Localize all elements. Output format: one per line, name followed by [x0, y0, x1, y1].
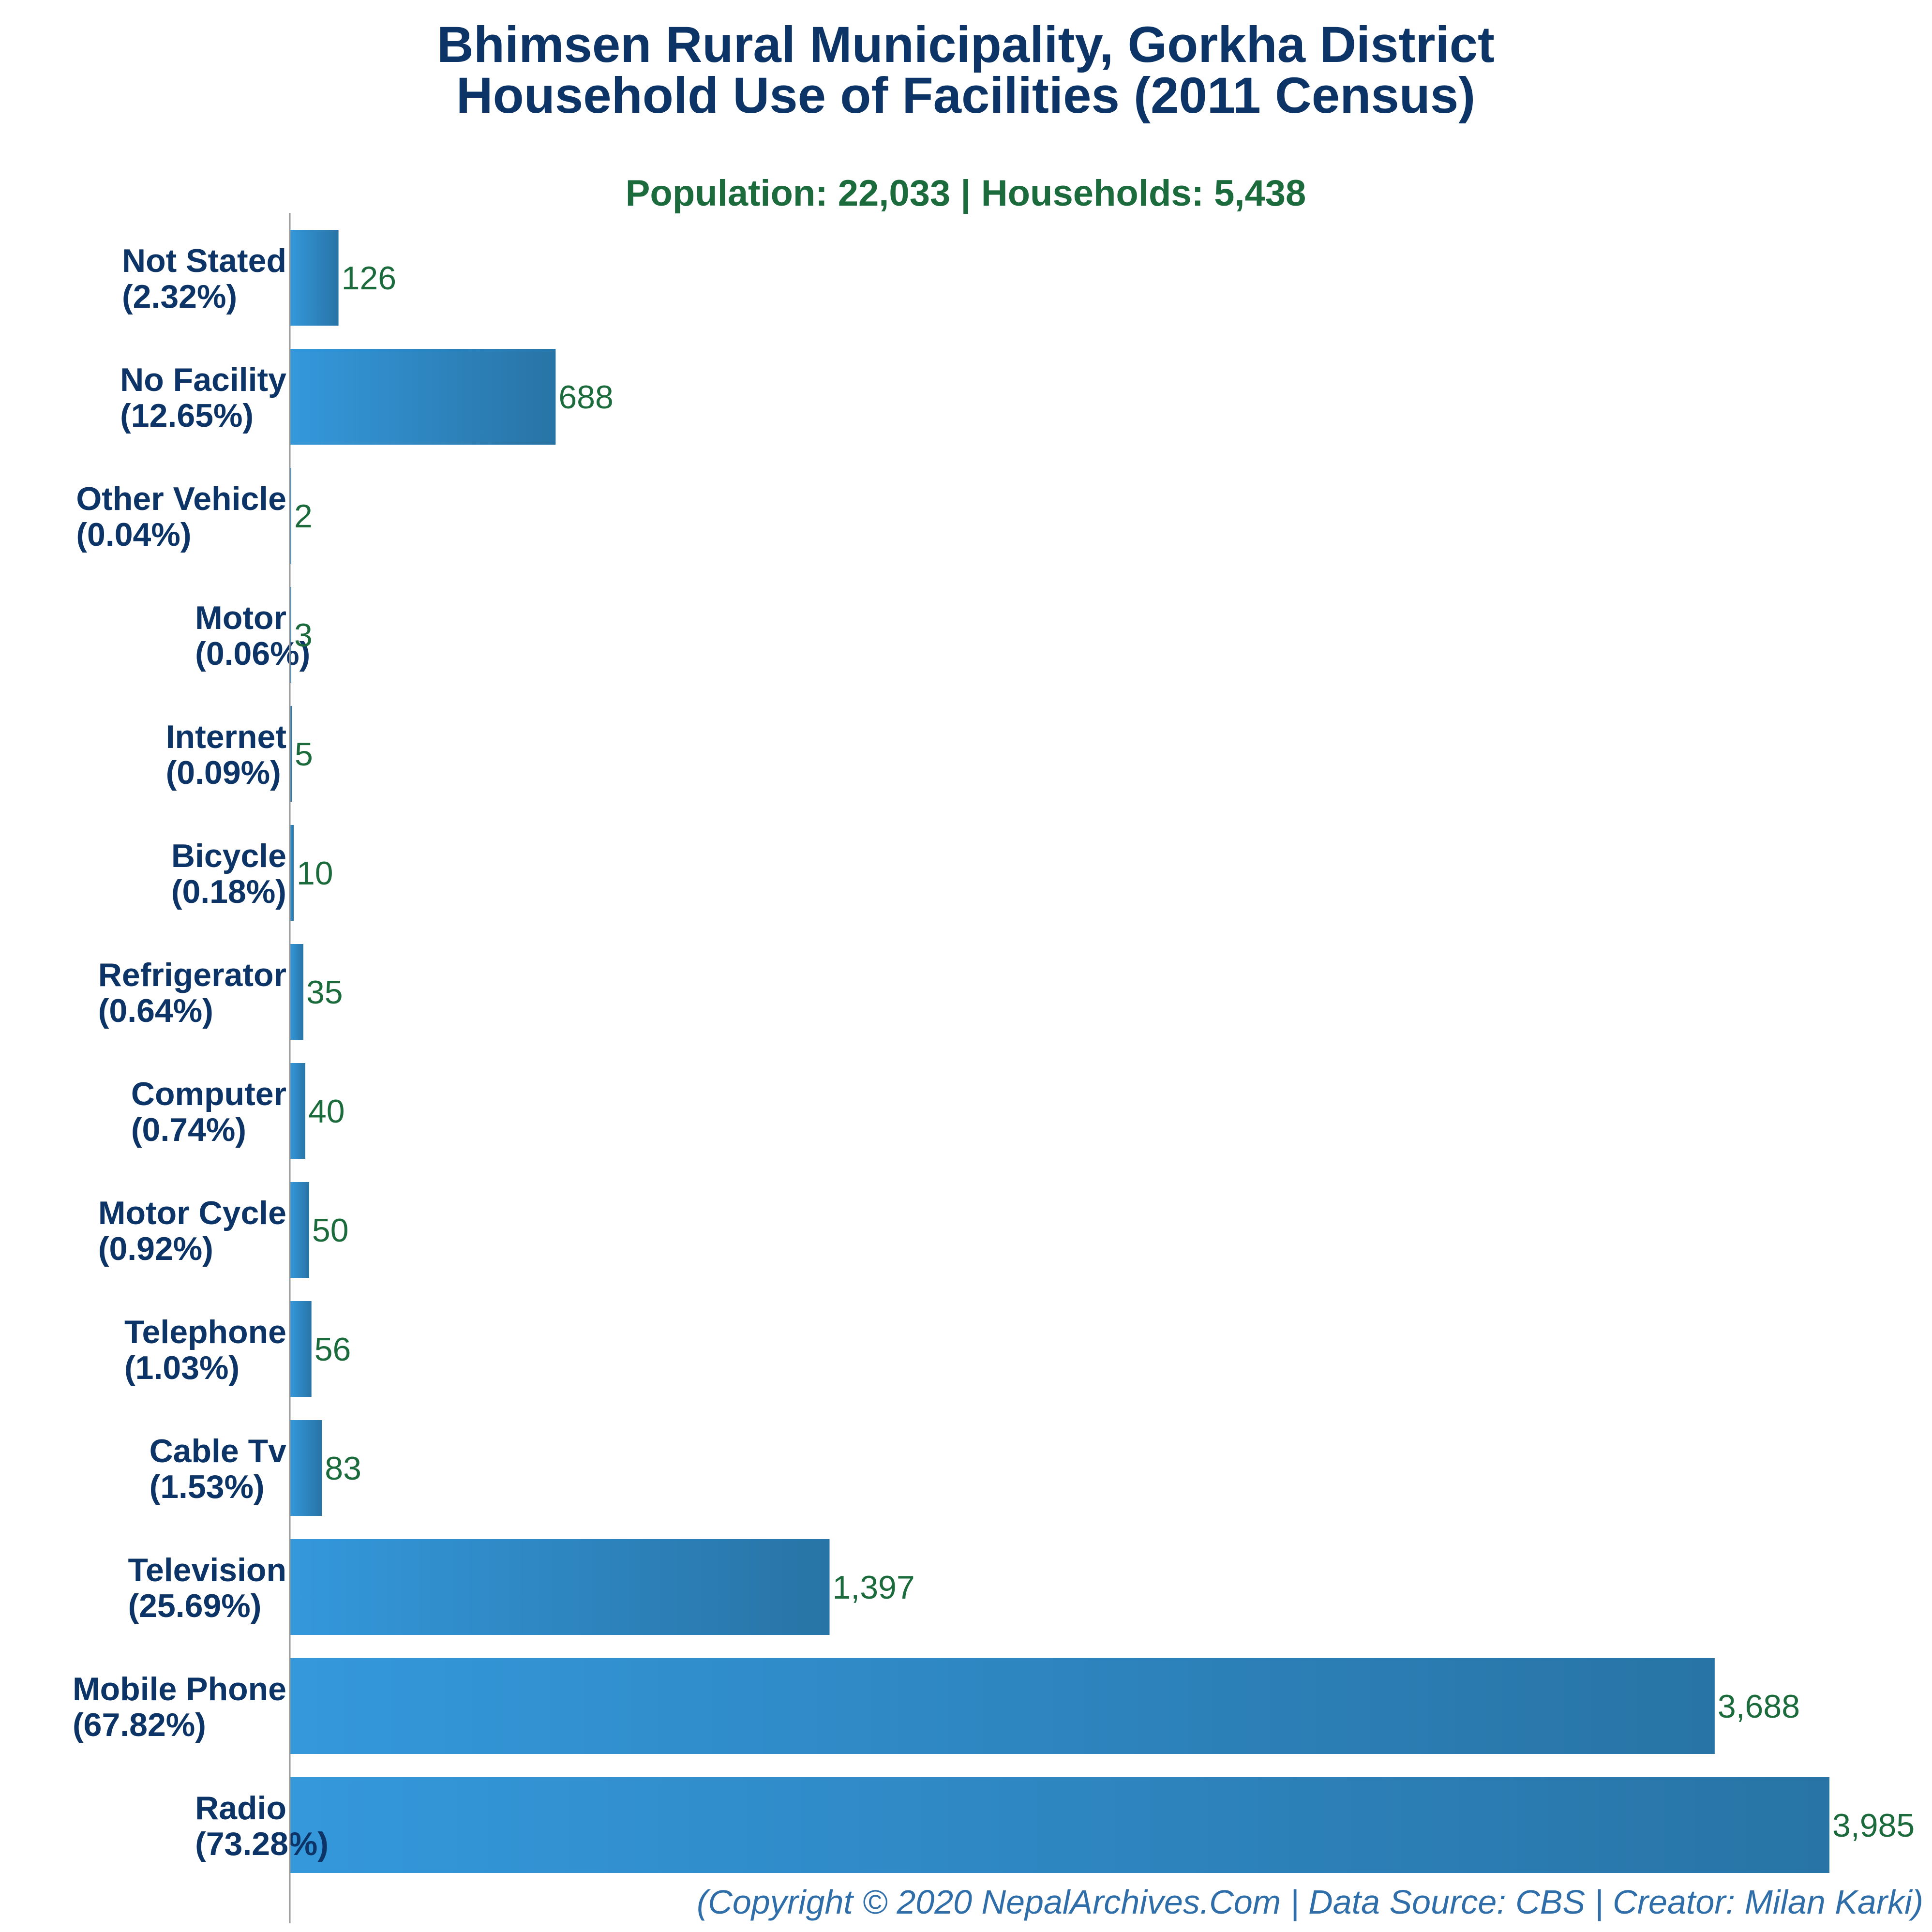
chart-title-line-1: Bhimsen Rural Municipality, Gorkha Distr…	[437, 16, 1495, 73]
bar-internet	[290, 706, 292, 802]
category-percent: (73.28%)	[195, 1826, 329, 1862]
category-percent: (0.09%)	[166, 754, 281, 791]
category-name: Motor	[195, 599, 286, 636]
chart-title-line-2: Household Use of Facilities (2011 Census…	[456, 67, 1475, 124]
category-label: Mobile Phone	[73, 1671, 286, 1707]
category-name: Not Stated	[122, 242, 286, 279]
category-percent: (0.64%)	[98, 992, 213, 1029]
value-label: 3	[294, 617, 313, 654]
category-name: Telephone	[124, 1314, 286, 1350]
value-label: 688	[558, 379, 613, 416]
category-name: Bicycle	[171, 838, 286, 874]
value-label: 40	[308, 1093, 345, 1130]
category-name: Computer	[131, 1076, 286, 1112]
chart-subtitle: Population: 22,033 | Households: 5,438	[626, 173, 1306, 214]
bar-telephone	[290, 1301, 312, 1397]
category-percent: (25.69%)	[128, 1588, 261, 1624]
category-percent: (12.65%)	[120, 397, 254, 434]
category-label: Television	[128, 1552, 286, 1588]
category-label: Cable Tv	[150, 1433, 287, 1469]
value-label: 126	[342, 260, 396, 297]
bar-no-facility	[290, 349, 556, 445]
value-label: 10	[297, 855, 333, 892]
category-label: No Facility	[120, 361, 286, 398]
value-label: 2	[294, 498, 313, 535]
bar-not-stated	[290, 230, 339, 326]
category-label: Motor Cycle	[98, 1195, 286, 1231]
footer-credit: (Copyright © 2020 NepalArchives.Com | Da…	[697, 1883, 1923, 1921]
category-label-group: Not Stated(2.32%) No Facility(12.65%) Othe…	[73, 242, 329, 1862]
bar-mobile-phone	[290, 1658, 1715, 1754]
category-label: Computer	[131, 1076, 286, 1112]
value-label: 3,985	[1832, 1807, 1915, 1844]
bar-motor-cycle	[290, 1182, 309, 1278]
value-label: 1,397	[832, 1569, 914, 1606]
bar-refrigerator	[290, 944, 303, 1040]
value-label: 50	[312, 1212, 349, 1249]
category-name: Television	[128, 1552, 286, 1588]
bar-group	[290, 230, 1829, 1873]
category-percent: (0.92%)	[98, 1230, 213, 1267]
category-name: Other Vehicle	[76, 480, 286, 517]
value-label: 3,688	[1718, 1688, 1800, 1725]
category-label: Refrigerator	[98, 957, 286, 993]
category-label: Telephone	[124, 1314, 286, 1350]
category-label: Radio	[195, 1790, 286, 1827]
value-label: 35	[306, 974, 343, 1011]
category-percent: (0.06%)	[195, 635, 310, 672]
bar-bicycle	[290, 825, 294, 921]
category-percent: (0.74%)	[131, 1111, 246, 1148]
category-label: Motor	[195, 599, 286, 636]
bar-cable-tv	[290, 1420, 322, 1516]
category-name: Refrigerator	[98, 957, 286, 993]
category-label: Other Vehicle	[76, 480, 286, 517]
category-name: No Facility	[120, 361, 286, 398]
value-label: 56	[315, 1331, 351, 1368]
category-name: Cable Tv	[150, 1433, 287, 1469]
category-name: Internet	[166, 719, 286, 755]
category-percent: (0.18%)	[171, 873, 286, 910]
category-label: Internet	[166, 719, 286, 755]
bar-television	[290, 1539, 830, 1635]
bar-computer	[290, 1063, 305, 1159]
category-percent: (1.03%)	[124, 1349, 240, 1386]
bar-radio	[290, 1777, 1829, 1873]
category-percent: (0.04%)	[76, 516, 191, 553]
category-percent: (1.53%)	[150, 1468, 265, 1505]
category-percent: (2.32%)	[122, 278, 237, 315]
category-label: Not Stated	[122, 242, 286, 279]
category-name: Mobile Phone	[73, 1671, 286, 1707]
category-name: Radio	[195, 1790, 286, 1827]
value-label: 83	[325, 1450, 361, 1487]
value-label: 5	[295, 736, 313, 773]
category-label: Bicycle	[171, 838, 286, 874]
category-percent: (67.82%)	[73, 1707, 206, 1743]
category-name: Motor Cycle	[98, 1195, 286, 1231]
